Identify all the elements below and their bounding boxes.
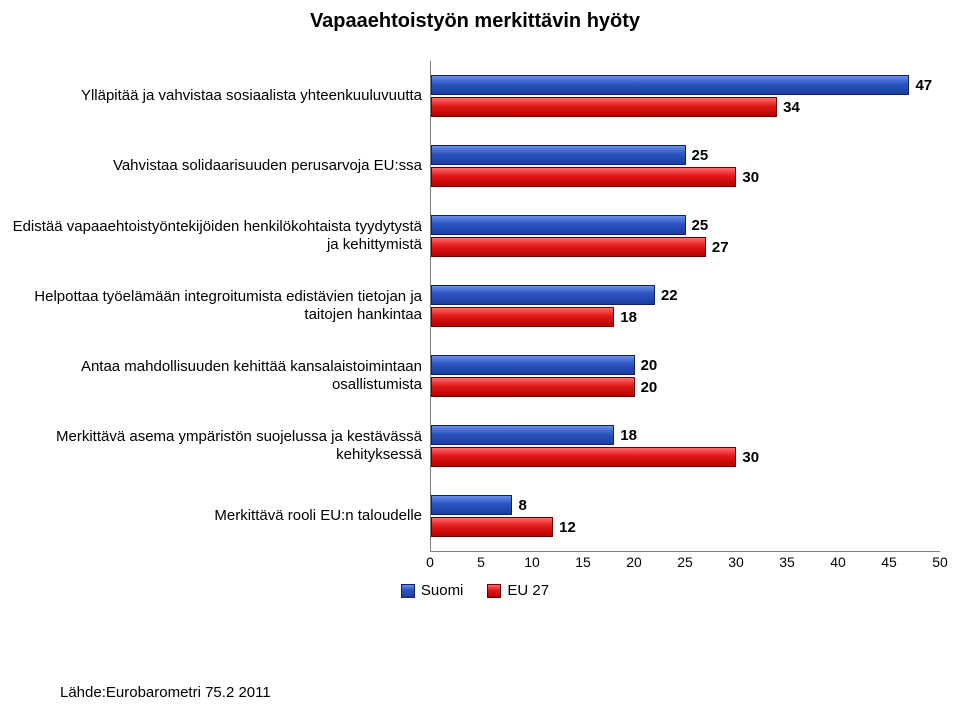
x-axis: 05101520253035404550 bbox=[430, 552, 940, 576]
category-label: Ylläpitää ja vahvistaa sosiaalista yhtee… bbox=[10, 61, 430, 131]
bar-value-label: 30 bbox=[736, 167, 759, 187]
bar-wrap: 30 bbox=[431, 167, 940, 187]
x-tick: 45 bbox=[881, 554, 897, 570]
bar-row: 8 12 bbox=[431, 481, 940, 551]
bar bbox=[431, 237, 706, 257]
bar bbox=[431, 425, 614, 445]
bar-wrap: 8 bbox=[431, 495, 940, 515]
legend-swatch bbox=[401, 584, 415, 598]
bar-wrap: 27 bbox=[431, 237, 940, 257]
bar-wrap: 20 bbox=[431, 377, 940, 397]
legend-item: EU 27 bbox=[487, 582, 549, 599]
legend: Suomi EU 27 bbox=[10, 582, 940, 602]
category-label: Edistää vapaaehtoistyöntekijöiden henkil… bbox=[10, 201, 430, 271]
bar-row: 47 34 bbox=[431, 61, 940, 131]
bar bbox=[431, 145, 686, 165]
x-tick: 10 bbox=[524, 554, 540, 570]
x-tick: 20 bbox=[626, 554, 642, 570]
bar-wrap: 18 bbox=[431, 425, 940, 445]
bar-wrap: 12 bbox=[431, 517, 940, 537]
bar bbox=[431, 285, 655, 305]
bar-wrap: 18 bbox=[431, 307, 940, 327]
bar-wrap: 47 bbox=[431, 75, 940, 95]
bar-value-label: 18 bbox=[614, 425, 637, 445]
bar-value-label: 20 bbox=[635, 377, 658, 397]
bar-wrap: 25 bbox=[431, 215, 940, 235]
bar bbox=[431, 167, 736, 187]
bar bbox=[431, 495, 512, 515]
source-footer: Lähde:Eurobarometri 75.2 2011 bbox=[60, 684, 271, 701]
bar-row: 1830 bbox=[431, 411, 940, 481]
bar-value-label: 25 bbox=[686, 215, 709, 235]
bar-value-label: 12 bbox=[553, 517, 576, 537]
bar bbox=[431, 97, 777, 117]
legend-label: Suomi bbox=[421, 582, 464, 599]
bar-wrap: 30 bbox=[431, 447, 940, 467]
category-label: Merkittävä rooli EU:n taloudelle bbox=[10, 481, 430, 551]
x-tick: 50 bbox=[932, 554, 948, 570]
bar bbox=[431, 355, 635, 375]
bar-wrap: 22 bbox=[431, 285, 940, 305]
plot-area: 473425302527221820201830812 bbox=[430, 61, 940, 552]
category-label: Merkittävä asema ympäristön suojelussa j… bbox=[10, 411, 430, 481]
legend-label: EU 27 bbox=[507, 582, 549, 599]
x-tick: 15 bbox=[575, 554, 591, 570]
bar-value-label: 20 bbox=[635, 355, 658, 375]
bar-wrap: 20 bbox=[431, 355, 940, 375]
bar-value-label: 30 bbox=[736, 447, 759, 467]
category-label: Vahvistaa solidaarisuuden perusarvoja EU… bbox=[10, 131, 430, 201]
bar-value-label: 22 bbox=[655, 285, 678, 305]
x-tick: 0 bbox=[426, 554, 434, 570]
legend-item: Suomi bbox=[401, 582, 464, 599]
bar-row: 25 30 bbox=[431, 131, 940, 201]
bar bbox=[431, 377, 635, 397]
bar-value-label: 34 bbox=[777, 97, 800, 117]
bar-row: 2527 bbox=[431, 201, 940, 271]
bar bbox=[431, 447, 736, 467]
category-label: Helpottaa työelämään integroitumista edi… bbox=[10, 271, 430, 341]
bar bbox=[431, 307, 614, 327]
bar-row: 2020 bbox=[431, 341, 940, 411]
x-tick: 5 bbox=[477, 554, 485, 570]
category-label: Antaa mahdollisuuden kehittää kansalaist… bbox=[10, 341, 430, 411]
bar-value-label: 25 bbox=[686, 145, 709, 165]
x-tick: 30 bbox=[728, 554, 744, 570]
chart-title: Vapaaehtoistyön merkittävin hyöty bbox=[10, 10, 940, 33]
chart-area: Ylläpitää ja vahvistaa sosiaalista yhtee… bbox=[10, 61, 940, 552]
bar-value-label: 18 bbox=[614, 307, 637, 327]
bar-wrap: 25 bbox=[431, 145, 940, 165]
x-tick: 25 bbox=[677, 554, 693, 570]
bar-value-label: 27 bbox=[706, 237, 729, 257]
bar bbox=[431, 75, 909, 95]
legend-swatch bbox=[487, 584, 501, 598]
page: Vapaaehtoistyön merkittävin hyöty Ylläpi… bbox=[0, 0, 960, 715]
bar bbox=[431, 215, 686, 235]
bar-wrap: 34 bbox=[431, 97, 940, 117]
y-axis-labels: Ylläpitää ja vahvistaa sosiaalista yhtee… bbox=[10, 61, 430, 552]
bar bbox=[431, 517, 553, 537]
bar-value-label: 47 bbox=[909, 75, 932, 95]
x-tick: 35 bbox=[779, 554, 795, 570]
bar-value-label: 8 bbox=[512, 495, 526, 515]
x-tick: 40 bbox=[830, 554, 846, 570]
bar-row: 22 18 bbox=[431, 271, 940, 341]
